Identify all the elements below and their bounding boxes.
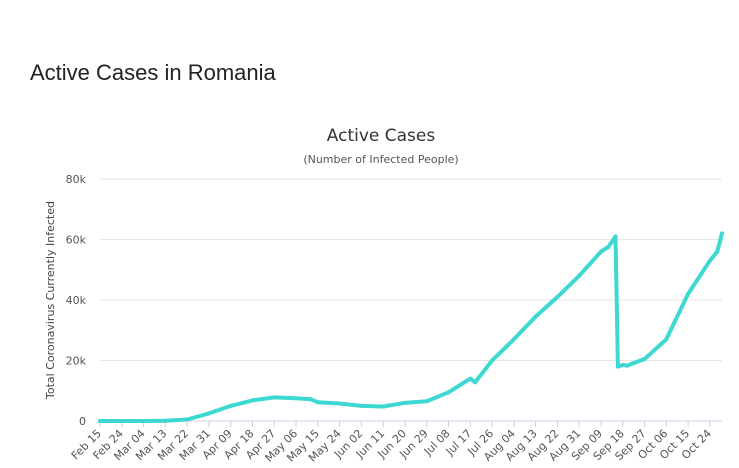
- data-point: [707, 258, 712, 263]
- data-point: [228, 403, 233, 408]
- series-line: [98, 231, 724, 423]
- data-point: [250, 398, 255, 403]
- data-point: [98, 419, 102, 423]
- data-point: [119, 419, 124, 423]
- data-point: [402, 400, 407, 405]
- data-point: [555, 295, 560, 299]
- data-point: [664, 337, 669, 342]
- page-heading: Active Cases in Romania: [30, 60, 276, 85]
- y-axis-label: Total Coronavirus Currently Infected: [44, 201, 57, 400]
- data-point: [613, 234, 618, 239]
- y-tick-label: 20k: [66, 355, 87, 368]
- data-point: [206, 411, 211, 416]
- data-point: [163, 418, 168, 423]
- data-point: [577, 273, 582, 278]
- data-point: [533, 314, 538, 319]
- y-tick-label: 0: [79, 415, 86, 428]
- data-point: [625, 363, 630, 368]
- gridlines: [100, 178, 722, 422]
- data-point: [620, 363, 625, 367]
- y-axis-ticks: 0 20k 40k 60k 80k: [66, 173, 87, 428]
- series-layer: [98, 231, 724, 423]
- data-point: [599, 249, 603, 254]
- data-point: [185, 417, 190, 422]
- data-point: [473, 380, 478, 385]
- data-point: [446, 390, 451, 395]
- data-point: [272, 395, 277, 400]
- y-tick-label: 40k: [66, 294, 87, 307]
- data-point: [490, 358, 495, 363]
- data-point: [642, 357, 647, 361]
- data-point: [294, 396, 298, 401]
- data-point: [686, 291, 691, 296]
- data-point: [468, 376, 473, 381]
- y-tick-label: 80k: [66, 173, 87, 186]
- chart-title: Active Cases: [327, 126, 436, 146]
- data-point: [615, 364, 620, 369]
- data-point: [715, 249, 720, 254]
- data-point: [359, 403, 364, 408]
- data-point: [141, 419, 146, 423]
- data-point: [315, 400, 320, 405]
- y-tick-label: 60k: [66, 234, 87, 247]
- data-point: [606, 245, 611, 250]
- data-point: [381, 404, 386, 409]
- data-point: [337, 401, 342, 406]
- data-point: [308, 397, 313, 402]
- data-point: [511, 337, 516, 342]
- chart-subtitle: (Number of Infected People): [303, 153, 458, 166]
- data-point: [424, 399, 429, 404]
- data-point: [720, 231, 724, 236]
- data-point: [630, 361, 635, 366]
